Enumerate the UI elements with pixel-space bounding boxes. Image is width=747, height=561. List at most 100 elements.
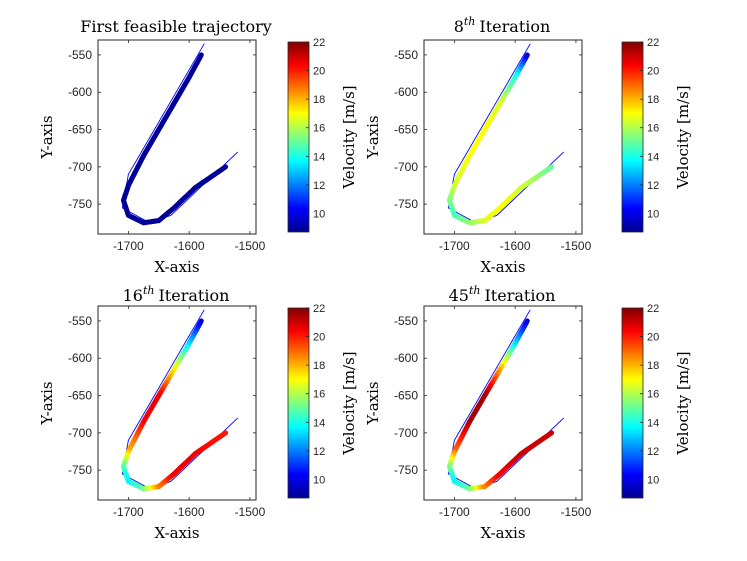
x-tick-label: -1600 bbox=[500, 505, 531, 519]
colorbar-tick-label: 12 bbox=[647, 446, 659, 458]
y-tick-label: -550 bbox=[394, 48, 418, 62]
colorbar-gradient bbox=[621, 41, 644, 233]
colorbar-tick-label: 12 bbox=[313, 446, 325, 458]
panel-title-number: 45 bbox=[449, 286, 469, 305]
y-tick-label: -550 bbox=[394, 314, 418, 328]
x-tick-label: -1500 bbox=[561, 239, 592, 253]
x-tick-label: -1700 bbox=[113, 239, 144, 253]
colorbar-tick-label: 22 bbox=[647, 37, 659, 49]
colorbar: 10 12 14 16 18 20 22 Velocity [m/s] bbox=[621, 303, 692, 499]
plot-area: -550 -600 -650 -700 -750 -1700 -1600 -1500 bbox=[68, 305, 266, 519]
x-tick-label: -1700 bbox=[439, 239, 470, 253]
trajectory-segment bbox=[545, 430, 555, 438]
plot-area: -550 -600 -650 -700 -750 -1700 -1600 -1500 bbox=[394, 305, 592, 519]
colorbar-tick-label: 14 bbox=[647, 417, 659, 429]
colorbar-tick-label: 12 bbox=[313, 180, 325, 192]
colorbar-label: Velocity [m/s] bbox=[340, 351, 358, 455]
x-tick-label: -1500 bbox=[235, 239, 266, 253]
colorbar-tick-label: 20 bbox=[313, 66, 325, 78]
y-tick-label: -750 bbox=[68, 463, 92, 477]
colorbar-ticks: 10 12 14 16 18 20 22 bbox=[306, 303, 325, 486]
colorbar-tick-label: 22 bbox=[313, 37, 325, 49]
plot-area: -550 -600 -650 -700 -750 -1700 -1600 -1500 bbox=[68, 39, 266, 253]
colorbar-gradient bbox=[621, 307, 644, 499]
panel-title-text: Iteration bbox=[479, 17, 550, 36]
trajectory-marks bbox=[121, 309, 239, 492]
colorbar: 10 12 14 16 18 20 22 Velocity [m/s] bbox=[287, 303, 358, 499]
y-tick-label: -600 bbox=[394, 85, 418, 99]
colorbar-label: Velocity [m/s] bbox=[340, 85, 358, 189]
colorbar-tick-label: 10 bbox=[313, 474, 325, 486]
trajectory-segment bbox=[545, 164, 555, 172]
panel-first-feasible: First feasible trajectory -550 -600 -650 -7… bbox=[38, 17, 358, 276]
panel-title-number: 16 bbox=[123, 286, 143, 305]
colorbar-tick-label: 22 bbox=[647, 303, 659, 315]
panel-title-superscript: th bbox=[464, 15, 476, 28]
colorbar-tick-label: 14 bbox=[313, 151, 325, 163]
y-axis-label: Y-axis bbox=[38, 381, 56, 425]
colorbar-tick-label: 10 bbox=[647, 474, 659, 486]
y-tick-label: -550 bbox=[68, 48, 92, 62]
reference-path bbox=[121, 43, 239, 224]
y-ticks: -550 -600 -650 -700 -750 bbox=[68, 314, 256, 477]
x-tick-label: -1600 bbox=[174, 505, 205, 519]
trajectory-marks bbox=[121, 43, 239, 226]
y-tick-label: -750 bbox=[68, 197, 92, 211]
colorbar-tick-label: 20 bbox=[313, 332, 325, 344]
colorbar-tick-label: 16 bbox=[313, 123, 325, 135]
colorbar-ticks: 10 12 14 16 18 20 22 bbox=[640, 37, 659, 220]
y-tick-label: -600 bbox=[394, 351, 418, 365]
panel-title: First feasible trajectory bbox=[80, 17, 272, 36]
colorbar-tick-label: 18 bbox=[313, 94, 325, 106]
x-axis-label: X-axis bbox=[480, 258, 525, 276]
y-tick-label: -700 bbox=[394, 160, 418, 174]
y-axis-label: Y-axis bbox=[364, 115, 382, 159]
y-tick-label: -700 bbox=[394, 426, 418, 440]
trajectory-segment bbox=[219, 164, 229, 172]
panel-title-superscript: th bbox=[469, 284, 481, 297]
panel-title-text: Iteration bbox=[158, 286, 229, 305]
y-tick-label: -750 bbox=[394, 463, 418, 477]
colorbar-tick-label: 18 bbox=[647, 94, 659, 106]
x-tick-label: -1500 bbox=[561, 505, 592, 519]
x-ticks: -1700 -1600 -1500 bbox=[113, 40, 266, 253]
colorbar-tick-label: 20 bbox=[647, 332, 659, 344]
y-tick-label: -650 bbox=[394, 123, 418, 137]
colorbar-tick-label: 18 bbox=[647, 360, 659, 372]
reference-path bbox=[447, 43, 565, 224]
x-tick-label: -1700 bbox=[113, 505, 144, 519]
y-tick-label: -600 bbox=[68, 351, 92, 365]
x-tick-label: -1700 bbox=[439, 505, 470, 519]
y-tick-label: -550 bbox=[68, 314, 92, 328]
y-tick-label: -750 bbox=[394, 197, 418, 211]
colorbar-tick-label: 14 bbox=[647, 151, 659, 163]
y-axis-label: Y-axis bbox=[364, 381, 382, 425]
panel-iteration-8: 8th Iteration -550-600-650-700-750 -1700-… bbox=[364, 15, 692, 276]
colorbar-tick-label: 16 bbox=[647, 123, 659, 135]
panel-title-number: 8 bbox=[454, 17, 464, 36]
colorbar-ticks: 10 12 14 16 18 20 22 bbox=[306, 37, 325, 220]
y-tick-label: -650 bbox=[68, 123, 92, 137]
panel-title-superscript: th bbox=[143, 284, 155, 297]
trajectory-marks bbox=[447, 43, 565, 226]
colorbar-gradient bbox=[287, 307, 310, 499]
y-tick-label: -600 bbox=[68, 85, 92, 99]
trajectory-segment bbox=[219, 430, 229, 438]
panel-iteration-16: 16th Iteration -550 -600 -650 -700 -750 -1700… bbox=[38, 284, 358, 542]
x-ticks: -1700 -1600 -1500 bbox=[439, 40, 592, 253]
reference-path bbox=[121, 309, 239, 490]
panel-title: 45th Iteration bbox=[449, 284, 556, 305]
y-ticks: -550 -600 -650 -700 -750 bbox=[394, 314, 582, 477]
y-tick-label: -700 bbox=[68, 426, 92, 440]
y-tick-label: -650 bbox=[68, 389, 92, 403]
y-tick-label: -700 bbox=[68, 160, 92, 174]
colorbar-label: Velocity [m/s] bbox=[674, 351, 692, 455]
y-axis-label: Y-axis bbox=[38, 115, 56, 159]
colorbar-gradient bbox=[287, 41, 310, 233]
y-tick-label: -650 bbox=[394, 389, 418, 403]
reference-path bbox=[447, 309, 565, 490]
x-tick-label: -1500 bbox=[235, 505, 266, 519]
panel-title: 16th Iteration bbox=[123, 284, 230, 305]
colorbar-tick-label: 14 bbox=[313, 417, 325, 429]
